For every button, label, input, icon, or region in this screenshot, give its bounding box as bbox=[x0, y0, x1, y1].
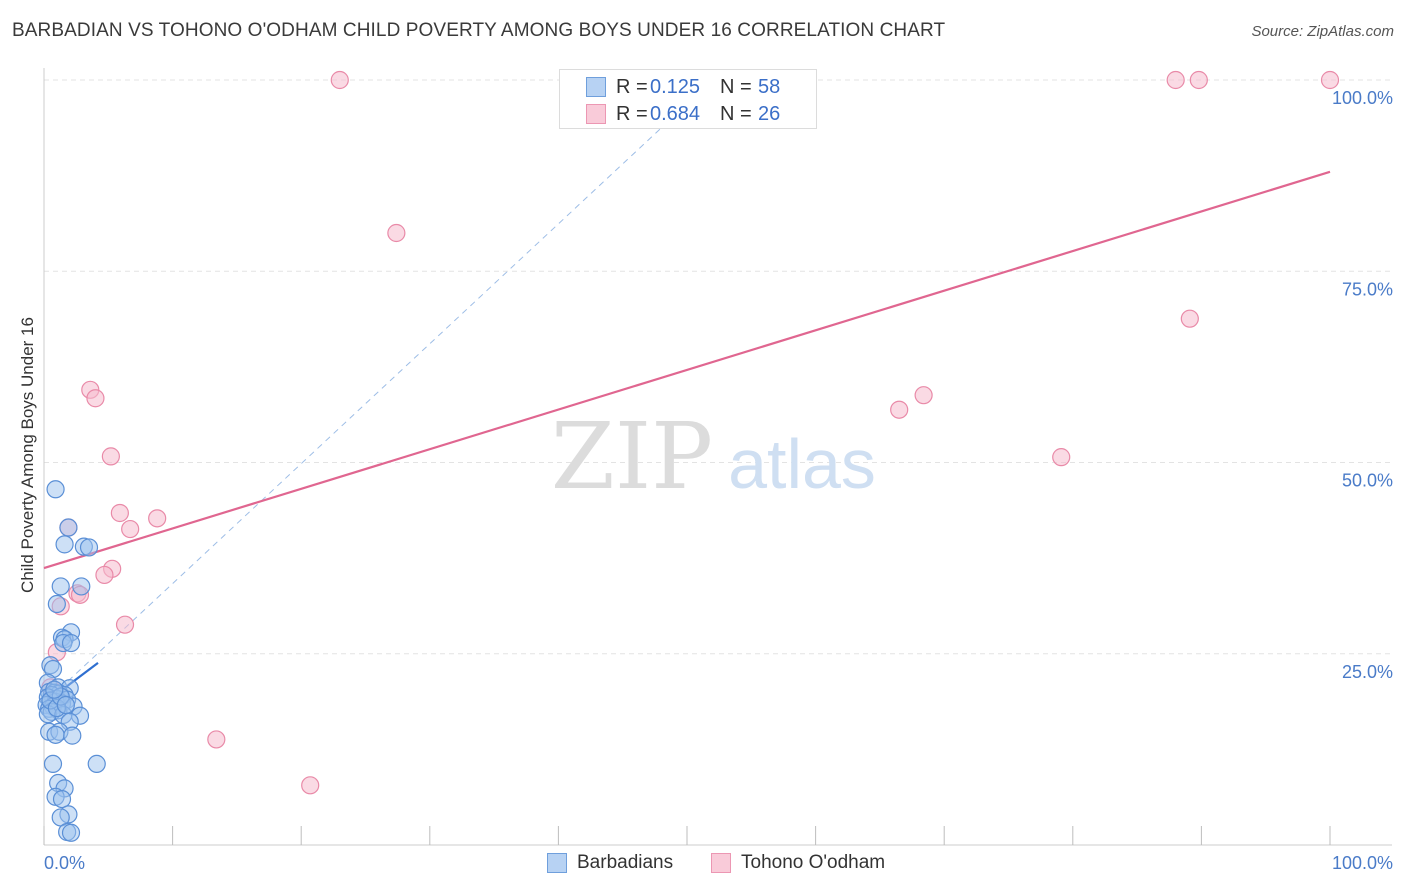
legend-r-label: R = bbox=[616, 75, 648, 98]
source-label: Source: ZipAtlas.com bbox=[1251, 23, 1394, 40]
watermark-zip: ZIP bbox=[551, 403, 713, 510]
correlation-legend: R = 0.125 N = 58 R = 0.684 N = 26 bbox=[559, 69, 817, 129]
tohono-point bbox=[115, 615, 135, 634]
barbadian-point bbox=[63, 726, 82, 745]
tohono-point bbox=[1166, 70, 1185, 90]
trend-lines bbox=[43, 79, 1331, 705]
grid-lines bbox=[44, 79, 1392, 655]
tick-labels: 25.0% 50.0% 75.0% 100.0% 0.0% 100.0% bbox=[44, 88, 1393, 873]
y-tick-label: 25.0% bbox=[1342, 662, 1393, 682]
tohono-point bbox=[330, 70, 349, 90]
tohono-point bbox=[914, 386, 933, 405]
barbadian-points bbox=[37, 480, 106, 842]
tohono-point bbox=[148, 509, 167, 528]
tohono-point bbox=[86, 389, 105, 408]
tohono-point bbox=[207, 730, 226, 749]
tohono-point bbox=[121, 519, 140, 539]
legend-item-barbadians[interactable]: Barbadians bbox=[547, 852, 673, 874]
tohono-point bbox=[1180, 309, 1199, 328]
axes bbox=[43, 68, 1392, 846]
legend-label-barbadians: Barbadians bbox=[577, 852, 674, 873]
legend-row-tohono: R = 0.684 N = 26 bbox=[586, 102, 780, 126]
barbadian-point bbox=[61, 633, 81, 653]
legend-r-label: R = bbox=[616, 102, 648, 125]
legend-n-label: N = bbox=[720, 75, 752, 98]
y-axis-label: Child Poverty Among Boys Under 16 bbox=[18, 317, 37, 593]
tohono-point bbox=[1189, 70, 1208, 90]
legend-n-value: 26 bbox=[758, 102, 781, 125]
tohono-trend-line bbox=[43, 170, 1331, 570]
barbadian-trend-extended bbox=[43, 79, 714, 704]
barbadian-point bbox=[46, 725, 65, 744]
legend-n-label: N = bbox=[720, 102, 752, 125]
tohono-point bbox=[301, 776, 320, 795]
legend-swatch-blue bbox=[547, 853, 567, 873]
barbadian-point bbox=[61, 823, 81, 842]
legend-label-tohono: Tohono O'odham bbox=[741, 852, 886, 873]
series-legend: Barbadians Tohono O'odham bbox=[0, 852, 1406, 876]
legend-r-value: 0.125 bbox=[650, 75, 701, 98]
barbadian-point bbox=[59, 518, 78, 537]
y-tick-label: 50.0% bbox=[1342, 471, 1393, 491]
tohono-point bbox=[387, 223, 406, 243]
legend-swatch-pink bbox=[586, 104, 606, 124]
tohono-point bbox=[1052, 448, 1071, 467]
barbadian-point bbox=[45, 680, 64, 699]
legend-swatch-blue bbox=[586, 77, 606, 97]
barbadian-point bbox=[46, 480, 65, 499]
barbadian-point bbox=[56, 695, 75, 715]
barbadian-point bbox=[51, 577, 70, 596]
barbadian-point bbox=[47, 594, 66, 614]
tohono-point bbox=[890, 400, 909, 419]
barbadian-point bbox=[72, 577, 91, 596]
tohono-point bbox=[101, 447, 120, 466]
watermark: ZIP atlas bbox=[551, 403, 876, 510]
y-tick-label: 100.0% bbox=[1332, 88, 1393, 108]
barbadian-point bbox=[55, 535, 74, 554]
x-tick-label-max: 100.0% bbox=[1332, 853, 1393, 873]
barbadian-point bbox=[52, 789, 72, 809]
barbadian-point bbox=[87, 754, 106, 774]
legend-item-tohono[interactable]: Tohono O'odham bbox=[711, 852, 885, 874]
x-tick-label-min: 0.0% bbox=[44, 853, 85, 873]
tohono-point bbox=[1320, 70, 1340, 90]
legend-r-value: 0.684 bbox=[650, 102, 701, 125]
legend-n-value: 58 bbox=[758, 75, 781, 98]
legend-swatch-pink bbox=[711, 853, 731, 873]
tohono-point bbox=[95, 565, 114, 585]
watermark-atlas: atlas bbox=[728, 425, 876, 503]
y-tick-label: 75.0% bbox=[1342, 279, 1393, 299]
barbadian-point bbox=[79, 538, 99, 557]
tohono-point bbox=[110, 503, 129, 523]
legend-row-barbadians: R = 0.125 N = 58 bbox=[586, 75, 780, 99]
barbadian-point bbox=[43, 754, 63, 774]
chart-title: BARBADIAN VS TOHONO O'ODHAM CHILD POVERT… bbox=[12, 20, 946, 41]
